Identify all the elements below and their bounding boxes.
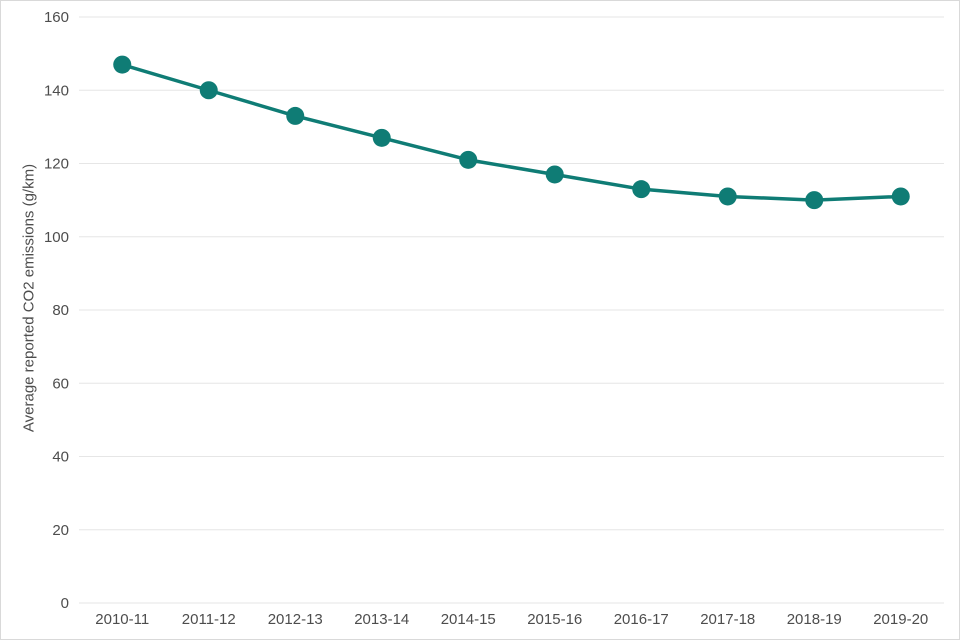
data-point bbox=[286, 106, 305, 125]
y-tick-label: 160 bbox=[44, 9, 69, 26]
data-point bbox=[718, 187, 737, 206]
data-point bbox=[113, 55, 132, 74]
series-line bbox=[120, 62, 903, 202]
x-tick-label: 2015-16 bbox=[527, 611, 582, 628]
x-tick-label: 2016-17 bbox=[614, 611, 669, 628]
x-tick-label: 2019-20 bbox=[873, 611, 928, 628]
data-point bbox=[199, 81, 218, 100]
data-point bbox=[891, 187, 910, 206]
y-tick-label: 140 bbox=[44, 82, 69, 99]
data-point bbox=[545, 165, 564, 184]
x-tick-label: 2014-15 bbox=[441, 611, 496, 628]
x-tick-label: 2017-18 bbox=[700, 611, 755, 628]
data-point bbox=[632, 180, 651, 199]
y-tick-label: 60 bbox=[52, 375, 69, 392]
y-tick-label: 120 bbox=[44, 156, 69, 173]
x-tick-label: 2018-19 bbox=[787, 611, 842, 628]
y-tick-label: 80 bbox=[52, 302, 69, 319]
data-point bbox=[459, 150, 478, 169]
y-tick-label: 40 bbox=[52, 449, 69, 466]
y-tick-label: 20 bbox=[52, 522, 69, 539]
x-tick-label: 2011-12 bbox=[182, 611, 236, 628]
x-tick-label: 2013-14 bbox=[354, 611, 409, 628]
y-tick-label: 100 bbox=[44, 229, 69, 246]
x-tick-label: 2010-11 bbox=[95, 611, 149, 628]
data-point bbox=[372, 128, 391, 147]
data-point bbox=[805, 191, 824, 210]
x-tick-label: 2012-13 bbox=[268, 611, 323, 628]
y-tick-label: 0 bbox=[61, 595, 69, 612]
